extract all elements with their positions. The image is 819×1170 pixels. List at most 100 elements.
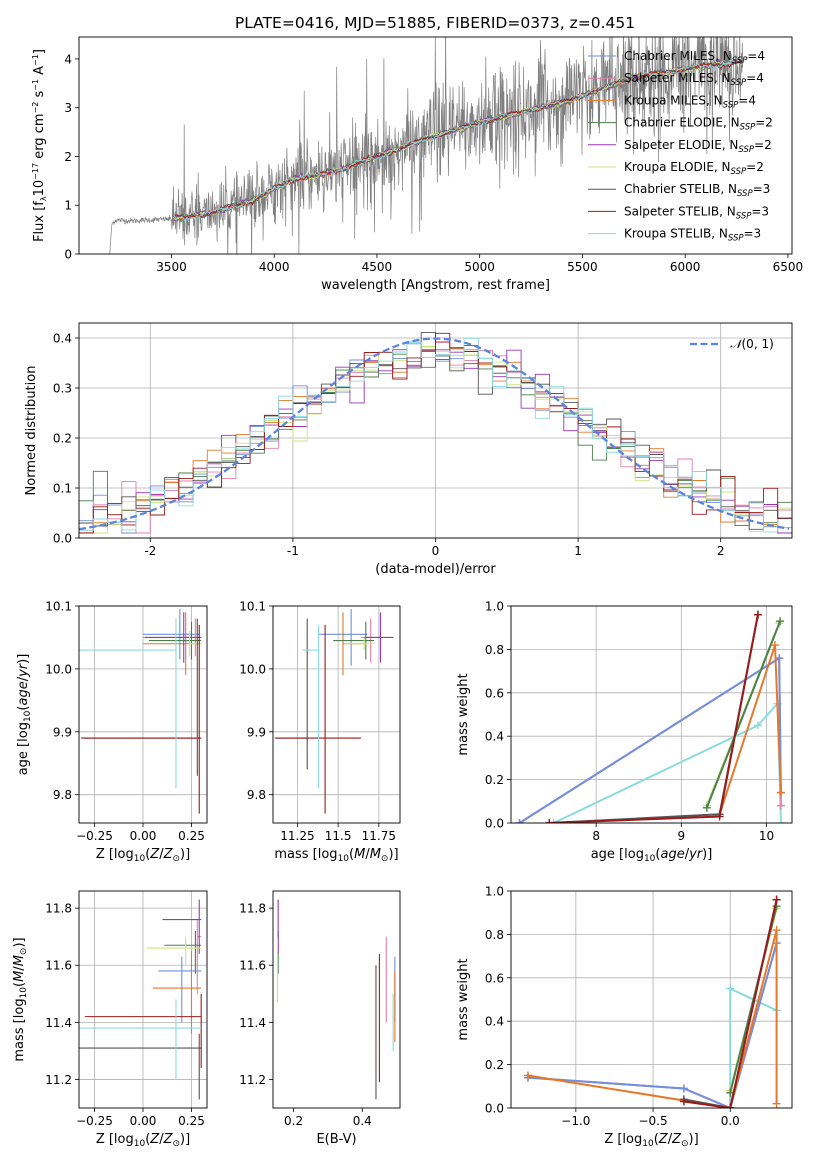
- gaussian-curve: [79, 337, 790, 531]
- plot-area-age-Z: [79, 609, 202, 814]
- plot-area-age-mass: [274, 609, 394, 814]
- weight-marker: [776, 617, 785, 626]
- weight-marker: [772, 895, 781, 904]
- hist-step-3: [79, 345, 792, 527]
- errorbar-chabrier-stelib: [274, 618, 308, 770]
- axes-frame: [272, 605, 401, 824]
- x-axis-label: wavelength [Angstrom, rest frame]: [321, 278, 550, 293]
- errorbar-kroupa-elodie: [146, 936, 202, 966]
- ytick-label: 1.0: [485, 600, 504, 614]
- y-axis-label: mass weight: [456, 673, 471, 755]
- xtick-label: −1.0: [561, 1114, 590, 1128]
- errorbar-kroupa-elodie: [344, 637, 374, 651]
- x-axis-label: Z [log10(Z/Z⊙)]: [604, 1132, 698, 1149]
- panel-weight-Z: −1.0 −0.5 0.0 0.0 0.2 0.4 0.6 0.8 1.0 Z [log10(Z/…: [456, 885, 793, 1149]
- xtick-label: 0.25: [178, 1114, 205, 1128]
- ytick-label: 0.1: [53, 482, 72, 496]
- errorbar-chabrier-stelib: [79, 1033, 202, 1100]
- ytick-label: 0.4: [485, 1015, 504, 1029]
- plots-layer: 3500 4000 4500 5000 5500 6000 6500 0 1 2 3 4 wavelen…: [12, 36, 804, 1149]
- legend-label: Chabrier ELODIE, NSSP=2: [624, 116, 773, 133]
- errorbar-kroupa-stelib: [79, 618, 177, 789]
- xtick-label: 4000: [259, 260, 290, 274]
- weight-marker: [515, 819, 524, 823]
- ytick-label: 10.1: [239, 600, 266, 614]
- xtick-label: 0.00: [130, 829, 157, 843]
- weight-line-0: [527, 942, 778, 1108]
- weight-marker: [523, 1071, 532, 1080]
- errorbar-kroupa-stelib: [79, 999, 202, 1080]
- plot-area-mass-ebv: [276, 899, 396, 1100]
- spectrum-legend: Chabrier MILES, NSSP=4 Salpeter MILES, NS…: [588, 49, 773, 244]
- xtick-label: 6000: [670, 260, 701, 274]
- x-axis-label: E(B-V): [316, 1132, 356, 1147]
- x-axis-label: mass [log10(M/M⊙)]: [274, 847, 398, 864]
- x-axis-label: Z [log10(Z/Z⊙)]: [96, 847, 190, 864]
- errorbar-salpeter-elodie: [162, 899, 202, 954]
- legend-label: Salpeter MILES, NSSP=4: [624, 71, 764, 88]
- xtick-label: 11.5: [325, 829, 352, 843]
- xtick-label: −0.25: [76, 1114, 113, 1128]
- plot-area-weight-age: [515, 610, 785, 823]
- plot-area-weight-Z: [523, 895, 781, 1108]
- x-axis-label: Z [log10(Z/Z⊙)]: [96, 1132, 190, 1149]
- x-axis-label: (data-model)/error: [375, 562, 496, 577]
- legend-label: Salpeter ELODIE, NSSP=2: [624, 138, 772, 155]
- ytick-label: 4: [64, 52, 72, 66]
- ytick-label: 0.2: [485, 1058, 504, 1072]
- ytick-label: 0.0: [485, 1102, 504, 1116]
- xtick-label: 0.00: [130, 1114, 157, 1128]
- ytick-label: 10.0: [239, 662, 266, 676]
- x-axis-label: age [log10(age/yr)]: [591, 847, 713, 864]
- y-axis-label: mass [log10(M/M⊙)]: [12, 937, 29, 1061]
- ytick-label: 0.2: [485, 773, 504, 787]
- xtick-label: 0.25: [178, 829, 205, 843]
- xtick-label: 8: [592, 829, 600, 843]
- axes-frame: [510, 890, 793, 1109]
- xtick-label: 10: [759, 829, 774, 843]
- model-line-8: [173, 59, 742, 222]
- errorbar-salpeter-elodie: [364, 612, 394, 663]
- xtick-label: 9: [677, 829, 685, 843]
- errorbar-chabrier-elodie: [333, 621, 374, 660]
- ytick-label: 0.2: [53, 432, 72, 446]
- weight-marker: [776, 788, 785, 797]
- ytick-label: 3: [64, 101, 72, 115]
- weight-marker: [776, 819, 785, 823]
- xtick-label: 11.25: [280, 829, 314, 843]
- axes-frame: [78, 890, 208, 1109]
- xtick-label: 0.2: [284, 1114, 303, 1128]
- xtick-label: 2: [717, 544, 725, 558]
- xtick-label: -2: [144, 544, 156, 558]
- panel-mass-ebv: 0.2 0.4 11.2 11.4 11.6 11.8 E(B-V): [239, 890, 401, 1147]
- xtick-label: 11.75: [362, 829, 396, 843]
- errorbar-salpeter-stelib: [82, 624, 202, 814]
- axes-frame: [78, 36, 793, 255]
- xtick-label: -1: [287, 544, 299, 558]
- xtick-label: −0.25: [76, 829, 113, 843]
- axes-frame: [510, 605, 793, 824]
- ytick-label: 9.9: [53, 725, 72, 739]
- xtick-label: 5000: [464, 260, 495, 274]
- xtick-label: 6500: [773, 260, 804, 274]
- weight-line-7: [683, 899, 778, 1108]
- weight-marker: [545, 819, 554, 823]
- ytick-label: 10.0: [45, 662, 72, 676]
- xtick-label: 0.0: [721, 1114, 740, 1128]
- plot-area-spectrum: [109, 37, 744, 254]
- weight-line-3: [705, 620, 782, 809]
- ytick-label: 11.6: [45, 959, 72, 973]
- weight-marker: [726, 984, 735, 993]
- y-axis-label: mass weight: [456, 958, 471, 1040]
- weight-marker: [772, 926, 781, 935]
- figure-title: PLATE=0416, MJD=51885, FIBERID=0373, z=0…: [235, 14, 635, 32]
- ytick-label: 0.6: [485, 971, 504, 985]
- xtick-label: 5500: [567, 260, 598, 274]
- xtick-label: 3500: [156, 260, 187, 274]
- weight-line-0: [518, 656, 782, 823]
- errorbar-kroupa-miles: [152, 950, 202, 1034]
- errorbar-salpeter-stelib: [84, 993, 202, 1069]
- weight-marker: [753, 721, 762, 730]
- weight-marker: [726, 1104, 735, 1108]
